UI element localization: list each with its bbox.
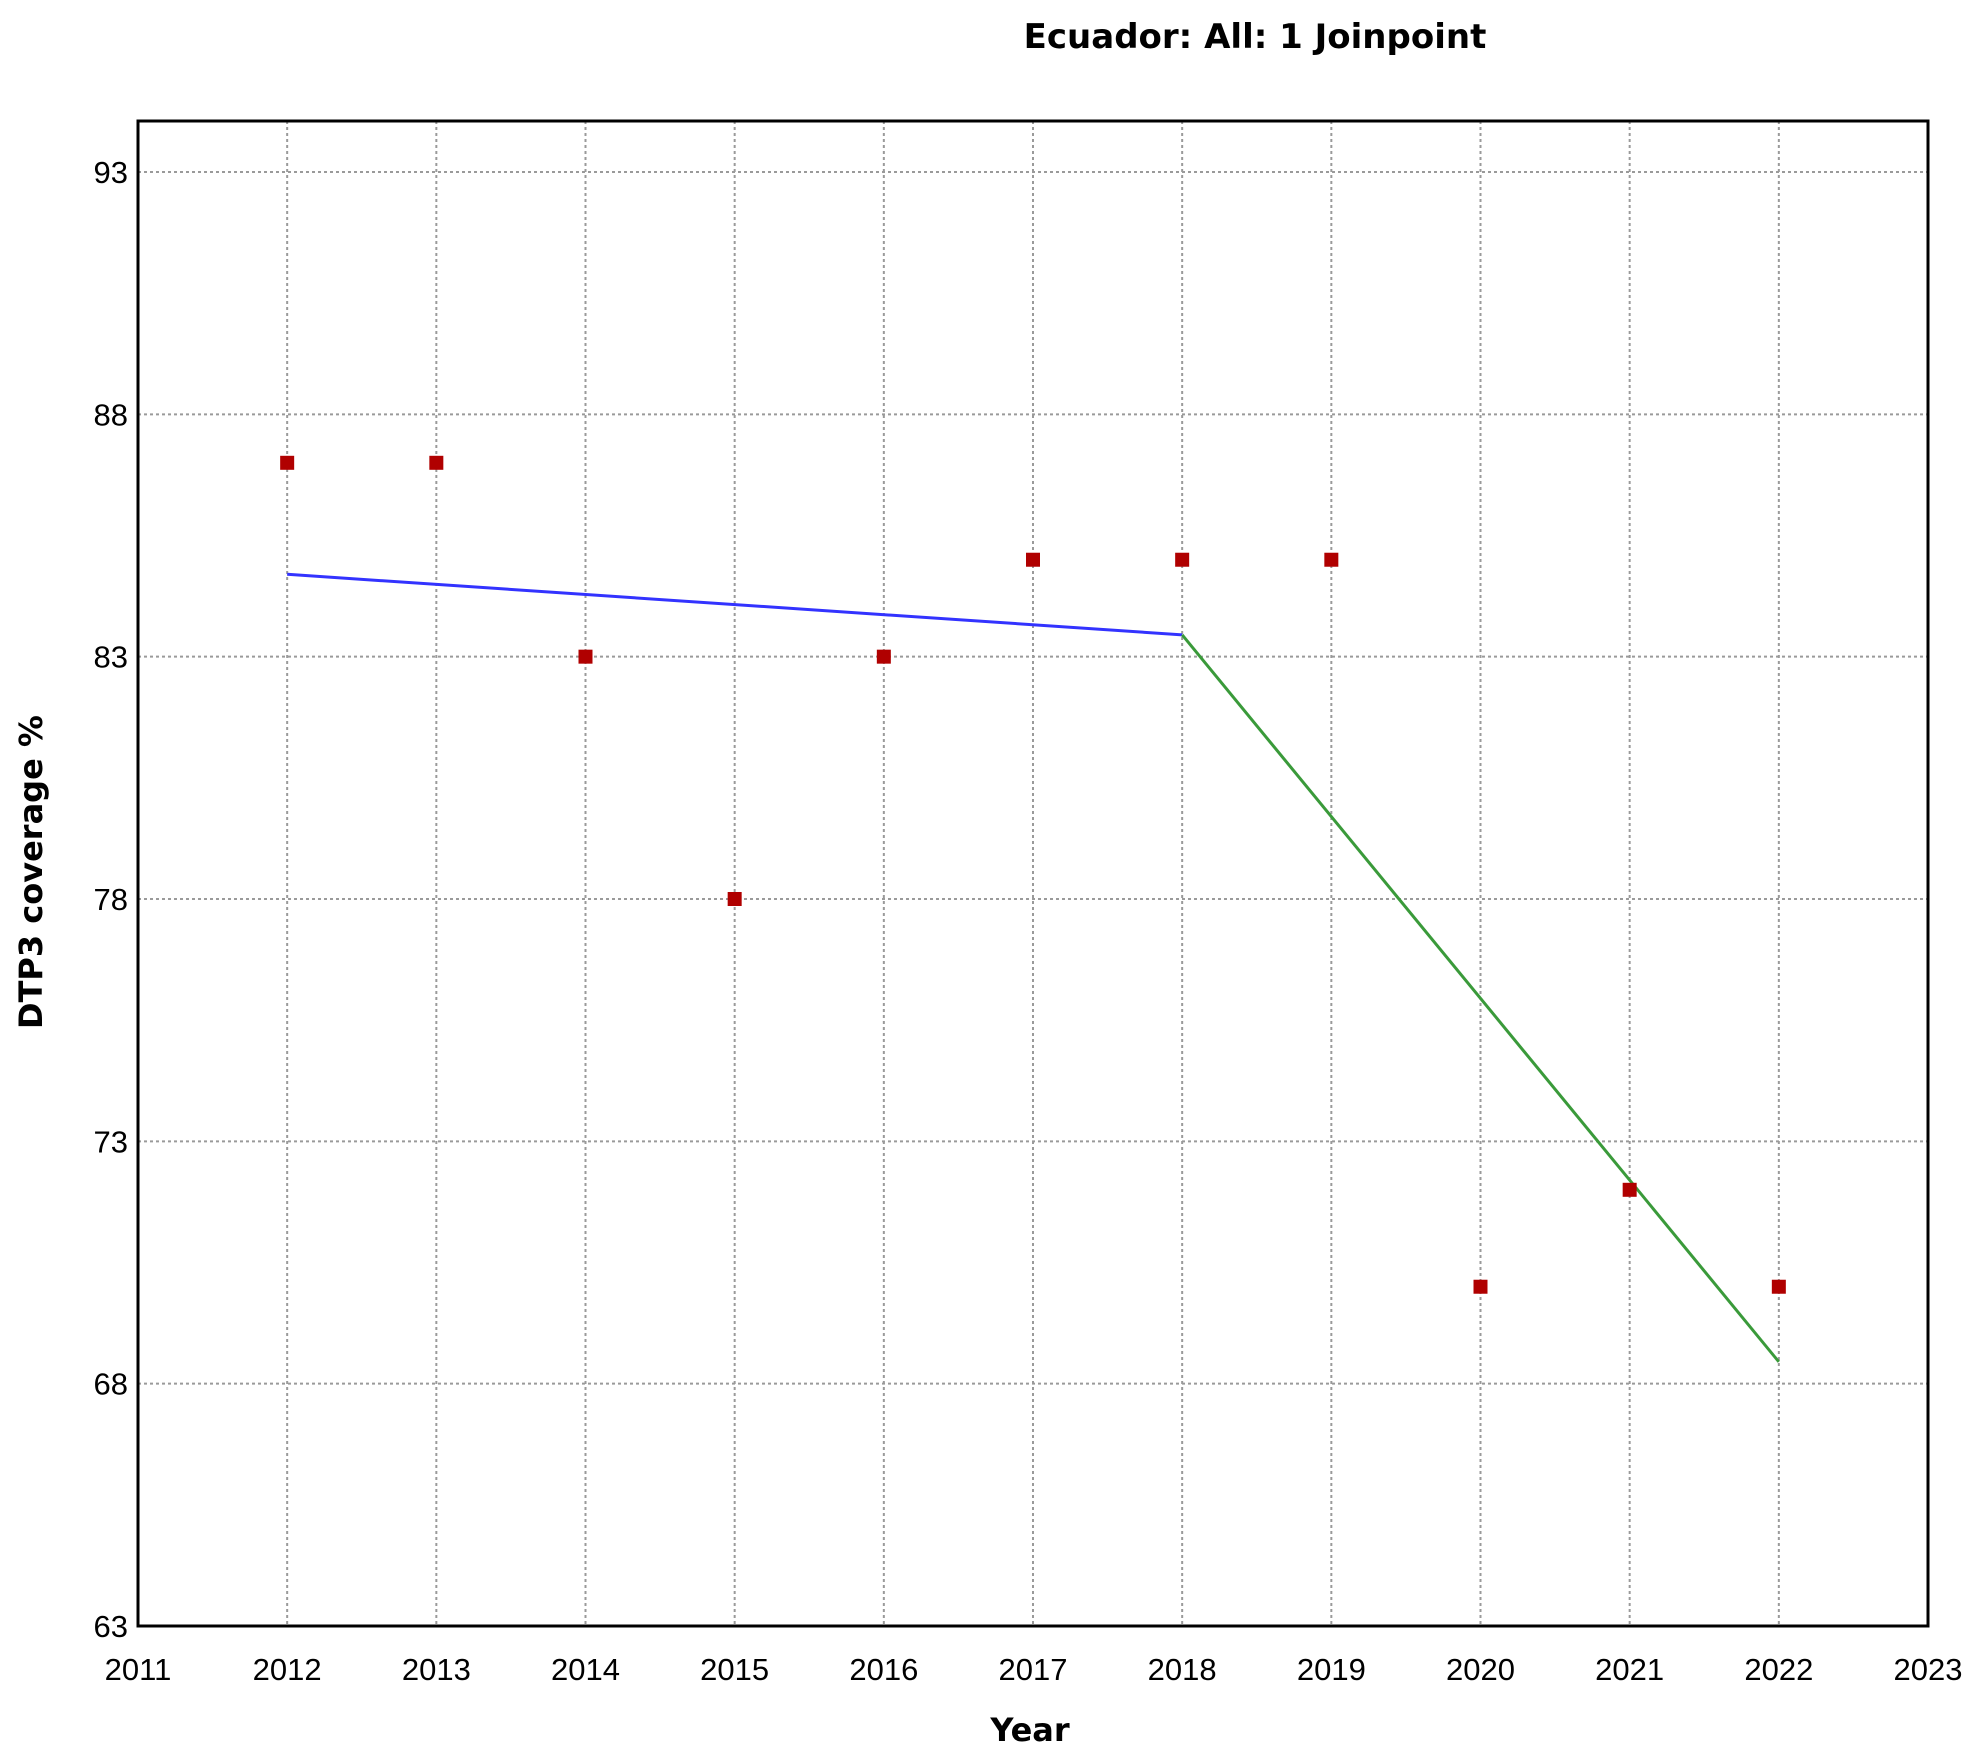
observed-point (578, 649, 593, 664)
observed-point (1622, 1182, 1637, 1197)
x-tick-label: 2016 (849, 1652, 918, 1687)
x-tick-label: 2018 (1148, 1652, 1217, 1687)
series-layer (280, 455, 1786, 1363)
x-tick-label: 2020 (1446, 1652, 1515, 1687)
observed-point (280, 455, 295, 470)
y-tick-label: 88 (94, 397, 128, 432)
observed-point (1175, 552, 1190, 567)
grid-layer (138, 121, 1928, 1626)
y-tick-label: 83 (94, 640, 128, 675)
observed-point (1026, 552, 1040, 567)
x-axis-label: Year (989, 1711, 1070, 1749)
x-tick-label: 2023 (1894, 1652, 1963, 1687)
y-tick-label: 73 (94, 1124, 128, 1159)
observed-point (429, 455, 444, 470)
joinpoint-segment-line (287, 572, 1183, 637)
observed-point (1473, 1279, 1488, 1294)
joinpoint-segment-line (1181, 633, 1780, 1363)
y-tick-label: 68 (94, 1367, 128, 1402)
x-tick-label: 2013 (402, 1652, 471, 1687)
y-axis-label: DTP3 coverage % (12, 715, 50, 1029)
tick-layer: 2011 2012 2013 2014 2015 2016 2017 2018 2019 2020… (94, 155, 1963, 1687)
x-tick-label: 2012 (253, 1652, 322, 1687)
observed-point (1324, 552, 1339, 567)
y-tick-label: 93 (94, 155, 128, 190)
chart-title: Ecuador: All: 1 Joinpoint (1024, 17, 1487, 57)
x-tick-label: 2011 (105, 1652, 172, 1687)
observed-point (876, 649, 891, 664)
observed-point (727, 892, 742, 906)
y-tick-label: 63 (94, 1609, 128, 1644)
x-tick-label: 2014 (551, 1652, 620, 1687)
x-tick-label: 2017 (999, 1652, 1068, 1687)
x-tick-label: 2022 (1744, 1652, 1813, 1687)
x-tick-label: 2021 (1595, 1652, 1664, 1687)
plot-frame (136, 119, 1930, 1628)
x-tick-label: 2019 (1297, 1652, 1366, 1687)
observed-point (1771, 1279, 1786, 1294)
y-tick-label: 78 (94, 882, 128, 917)
x-tick-label: 2015 (700, 1652, 769, 1687)
